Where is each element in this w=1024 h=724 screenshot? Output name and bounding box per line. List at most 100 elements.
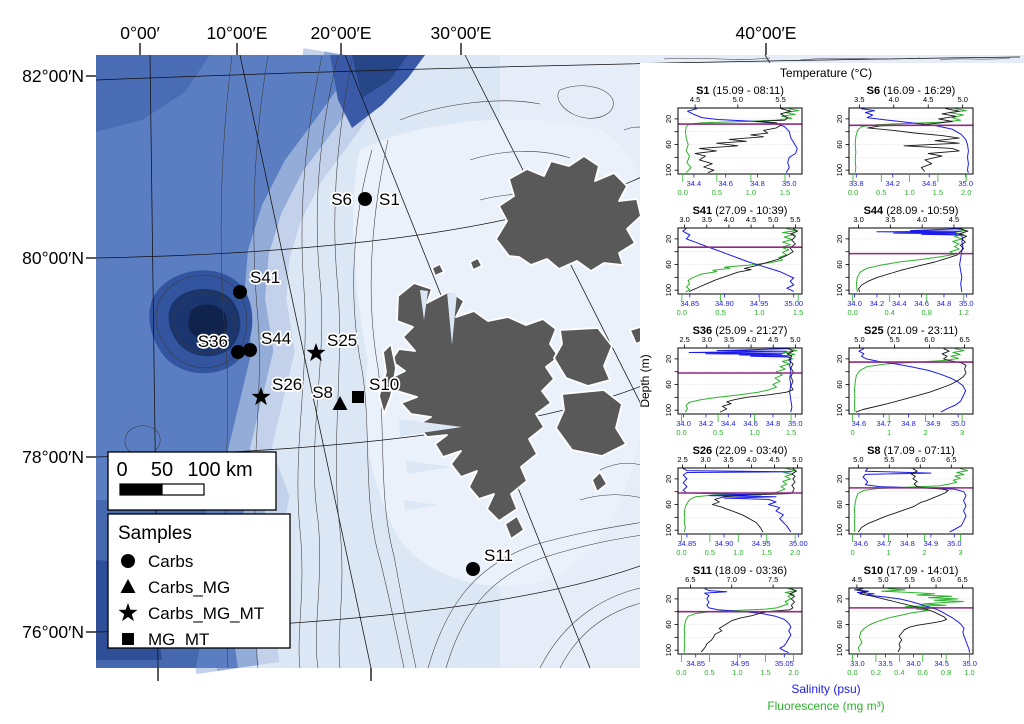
station-label-S25: S25 <box>327 331 357 350</box>
spitsbergen-island <box>388 282 560 522</box>
fluorescence-tick-label: 0.8 <box>941 668 951 677</box>
fluorescence-tick-label: 0.5 <box>712 188 722 197</box>
station-S25: S25 <box>306 329 359 362</box>
small-island <box>431 263 445 277</box>
temperature-tick-label: 3.5 <box>724 335 734 344</box>
plot-title-S10: S10 (17.09 - 14:01) <box>864 565 959 577</box>
fluorescence-tick-label: 0.0 <box>676 548 686 557</box>
plot-frame <box>848 347 974 415</box>
temperature-tick-label: 4.5 <box>690 95 700 104</box>
fluorescence-axis-title: Fluorescence (mg m³) <box>767 699 884 713</box>
plot-frame <box>848 227 974 295</box>
plot-title-S1: S1 (15.09 - 08:11) <box>696 85 784 97</box>
map-top-axis-label-10°00′E: 10°00′E <box>207 23 267 55</box>
square-marker-icon <box>122 633 134 645</box>
depth-tick-label: 20 <box>835 235 844 243</box>
temperature-tick-label: 5.0 <box>957 95 967 104</box>
salinity-series <box>704 588 792 654</box>
salinity-tick-label: 34.95 <box>731 659 750 668</box>
temperature-tick-label: 5.0 <box>790 335 800 344</box>
depth-tick-label: 60 <box>835 380 844 388</box>
plot-frame <box>677 467 803 535</box>
salinity-tick-label: 34.6 <box>852 419 867 428</box>
depth-tick-label: 100 <box>664 644 673 657</box>
temperature-tick-label: 4.5 <box>923 95 933 104</box>
fluorescence-tick-label: 0.0 <box>847 668 857 677</box>
salinity-series <box>858 348 967 413</box>
fluorescence-tick-label: 0.5 <box>704 668 714 677</box>
depth-tick-label: 60 <box>664 500 673 508</box>
fluorescence-tick-label: 3 <box>958 548 962 557</box>
depth-tick-label: 60 <box>835 500 844 508</box>
fluorescence-series <box>854 348 965 413</box>
station-label-S8: S8 <box>312 383 333 402</box>
square-marker-icon <box>122 633 134 645</box>
fluorescence-tick-label: 0.5 <box>705 548 715 557</box>
salinity-tick-label: 35.0 <box>951 419 966 428</box>
triangle-marker-icon <box>120 579 136 593</box>
fluorescence-tick-label: 1.0 <box>749 428 759 437</box>
depth-tick-label: 20 <box>835 355 844 363</box>
legend-item-Carbs: Carbs <box>121 552 193 571</box>
temperature-tick-label: 2.5 <box>679 335 689 344</box>
salinity-tick-label: 35.0 <box>788 419 803 428</box>
fluorescence-tick-label: 3 <box>960 428 964 437</box>
fluorescence-tick-label: 0.0 <box>676 668 686 677</box>
plot-frame <box>848 467 974 535</box>
map-left-axis-label-76°00′N: 76°00′N <box>22 622 96 642</box>
svg-text:0°00′: 0°00′ <box>120 23 159 43</box>
svg-text:80°00′N: 80°00′N <box>22 248 84 268</box>
depth-tick-label: 20 <box>835 115 844 123</box>
depth-tick-label: 60 <box>835 620 844 628</box>
salinity-tick-label: 34.4 <box>892 299 907 308</box>
legend-item-Carbs_MG: Carbs_MG <box>120 578 230 597</box>
temperature-tick-label: 3.0 <box>679 215 689 224</box>
depth-contour-lines <box>124 55 1011 669</box>
salinity-tick-label: 34.95 <box>750 299 769 308</box>
depth-tick-label: 100 <box>835 644 844 657</box>
temperature-tick-label: 7.5 <box>768 575 778 584</box>
depth-tick-label: 100 <box>835 164 844 177</box>
legend-item-MG_MT: MG_MT <box>122 630 209 649</box>
depth-tick-label: 20 <box>664 595 673 603</box>
temperature-tick-label: 4.5 <box>769 455 779 464</box>
temperature-series <box>857 468 949 533</box>
scale-bar: 0 50 100 km <box>107 451 277 511</box>
station-S6: S6 <box>330 188 354 210</box>
depth-tick-label: 60 <box>664 620 673 628</box>
fluorescence-series <box>857 588 965 653</box>
circle-marker-icon <box>121 554 135 568</box>
svg-text:78°00′N: 78°00′N <box>22 447 84 467</box>
salinity-series <box>854 588 971 653</box>
temperature-tick-label: 2.5 <box>677 455 687 464</box>
temperature-tick-label: 5.0 <box>854 335 864 344</box>
depth-tick-label: 20 <box>835 595 844 603</box>
svg-text:76°00′N: 76°00′N <box>22 622 84 642</box>
fluorescence-tick-label: 2.0 <box>961 188 971 197</box>
temperature-tick-label: 3.5 <box>723 455 733 464</box>
fluorescence-tick-label: 0.5 <box>876 188 886 197</box>
salinity-tick-label: 35.05 <box>775 659 794 668</box>
profile-panel-background <box>640 63 1024 724</box>
fluorescence-tick-label: 2 <box>922 548 926 557</box>
profile-plot-S6: S6 (16.09 - 16:29)3.5 4.0 4.5 5.0 20 60 100 33.… <box>835 85 974 197</box>
salinity-series <box>682 228 795 292</box>
temperature-tick-label: 5.5 <box>790 215 800 224</box>
depth-tick-label: 20 <box>664 235 673 243</box>
legend-item-label: MG_MT <box>148 630 209 649</box>
temperature-tick-label: 5.5 <box>884 455 894 464</box>
svg-text:40°00′E: 40°00′E <box>736 23 797 43</box>
temperature-series <box>694 108 792 174</box>
temperature-series <box>688 228 799 292</box>
salinity-tick-label: 33.5 <box>878 659 893 668</box>
fluorescence-tick-label: 0 <box>851 428 855 437</box>
svg-text:0: 0 <box>116 459 127 481</box>
salinity-tick-label: 35.0 <box>959 299 974 308</box>
fluorescence-tick-label: 1.5 <box>786 428 796 437</box>
fluorescence-tick-label: 1 <box>886 548 890 557</box>
circle-marker-icon <box>121 554 135 568</box>
fluorescence-tick-label: 1.5 <box>760 668 770 677</box>
depth-tick-label: 60 <box>664 380 673 388</box>
salinity-tick-label: 33.8 <box>849 179 864 188</box>
